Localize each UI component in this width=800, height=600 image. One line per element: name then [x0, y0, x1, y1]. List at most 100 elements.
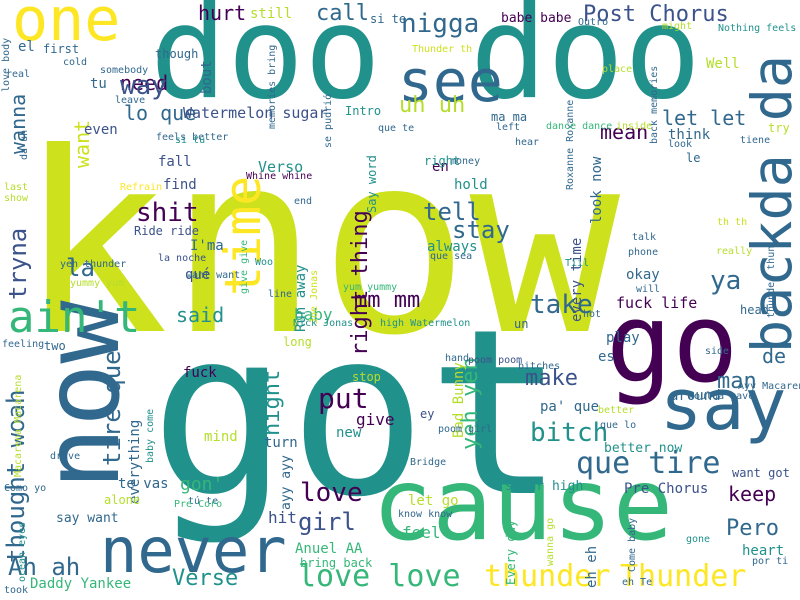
word: hit — [268, 508, 297, 527]
word: Joe Jonas — [309, 269, 320, 324]
word: know know — [398, 509, 453, 520]
word: Woulda gave — [688, 391, 755, 402]
word: love love — [298, 559, 461, 594]
word: Ah ah — [8, 553, 81, 581]
word: took — [4, 585, 29, 596]
word: Pero — [726, 516, 779, 541]
word: feel — [402, 523, 441, 542]
word: poom poom — [468, 355, 523, 366]
word: Bridge — [410, 457, 447, 468]
word: Ayy Macarena — [738, 381, 800, 392]
word: man — [717, 369, 757, 394]
word: back memories — [649, 65, 660, 144]
word: baby — [294, 305, 333, 324]
word: si te — [370, 12, 407, 26]
word: ayy ayy — [279, 455, 294, 510]
word: que sea — [430, 251, 473, 262]
word: give — [356, 410, 395, 429]
word: gone — [686, 534, 711, 545]
word: tú te — [188, 496, 219, 507]
word: one — [12, 0, 121, 55]
word: le — [686, 151, 701, 165]
word: place — [602, 64, 633, 75]
word: por ti — [752, 556, 789, 567]
word: nigga — [401, 9, 480, 39]
word: see — [398, 47, 503, 115]
word: feels better — [156, 132, 229, 143]
word: find — [163, 177, 197, 193]
word: last — [4, 182, 29, 193]
word: try — [768, 121, 790, 135]
word: want want — [186, 270, 241, 281]
word: la — [66, 254, 95, 282]
word: Outro — [578, 17, 609, 28]
word: talk — [632, 232, 657, 243]
word: si tú — [175, 135, 206, 146]
word: eh Te — [622, 577, 653, 588]
word: always — [427, 239, 478, 255]
word: que tire — [576, 446, 721, 481]
word: doo — [150, 0, 382, 128]
word: bitch — [530, 418, 609, 448]
word: Watermelon sugar — [183, 104, 328, 122]
word: stop — [352, 370, 381, 384]
word: tiene — [740, 135, 771, 146]
word: Every day — [504, 519, 518, 585]
word: heart — [742, 543, 785, 559]
word: en — [432, 159, 449, 175]
word: lo que — [124, 101, 197, 125]
word: ma ma — [491, 110, 528, 124]
word: Come baby — [627, 517, 638, 572]
word: leave — [115, 95, 146, 106]
word: real — [6, 69, 31, 80]
word: Post Chorus — [583, 2, 729, 27]
word: hold — [454, 177, 488, 193]
word: I'ma — [190, 238, 224, 254]
word: hear — [515, 137, 540, 148]
word: hurt — [198, 1, 247, 25]
word: qué — [185, 267, 211, 283]
word: okay — [626, 267, 660, 283]
word: money — [450, 156, 481, 167]
word: Pre Coro — [174, 499, 223, 510]
word: Roxanne Roxanne — [565, 99, 576, 190]
word: bring back — [300, 556, 373, 570]
word: two — [44, 339, 66, 353]
word: high Watermelon — [380, 318, 471, 329]
word: es — [598, 349, 615, 365]
word: Intro — [345, 104, 382, 118]
word: el — [18, 39, 35, 55]
word: call — [316, 1, 369, 26]
word: ocean eyes — [17, 521, 28, 582]
word: got — [150, 281, 566, 548]
word: side — [705, 346, 730, 357]
word: fall — [158, 154, 192, 170]
word: want got — [732, 466, 790, 480]
word: though — [155, 47, 199, 61]
word: give give — [239, 239, 250, 294]
word: pa' que — [540, 399, 600, 415]
word: say want — [56, 511, 119, 526]
word: ya — [710, 266, 742, 296]
word: Como yo — [4, 483, 47, 494]
word: mm mm — [354, 288, 421, 313]
word: thunder thun — [766, 245, 777, 318]
word: sugar high — [505, 479, 584, 494]
word: bitches — [518, 361, 561, 372]
word: wanna go — [545, 517, 556, 566]
word: Whine whine — [246, 171, 313, 182]
word: end — [294, 196, 313, 207]
word: girl — [298, 508, 356, 536]
word: que te — [378, 123, 415, 134]
word: night — [260, 369, 285, 436]
word: still — [250, 6, 293, 22]
word: Thunder th — [412, 44, 473, 55]
word: uh uh — [399, 93, 466, 118]
word: love body — [1, 37, 12, 92]
word: never — [100, 514, 287, 587]
word: love — [300, 478, 363, 508]
word: go — [606, 279, 739, 407]
word: drive — [50, 451, 81, 462]
word: put — [318, 382, 369, 415]
